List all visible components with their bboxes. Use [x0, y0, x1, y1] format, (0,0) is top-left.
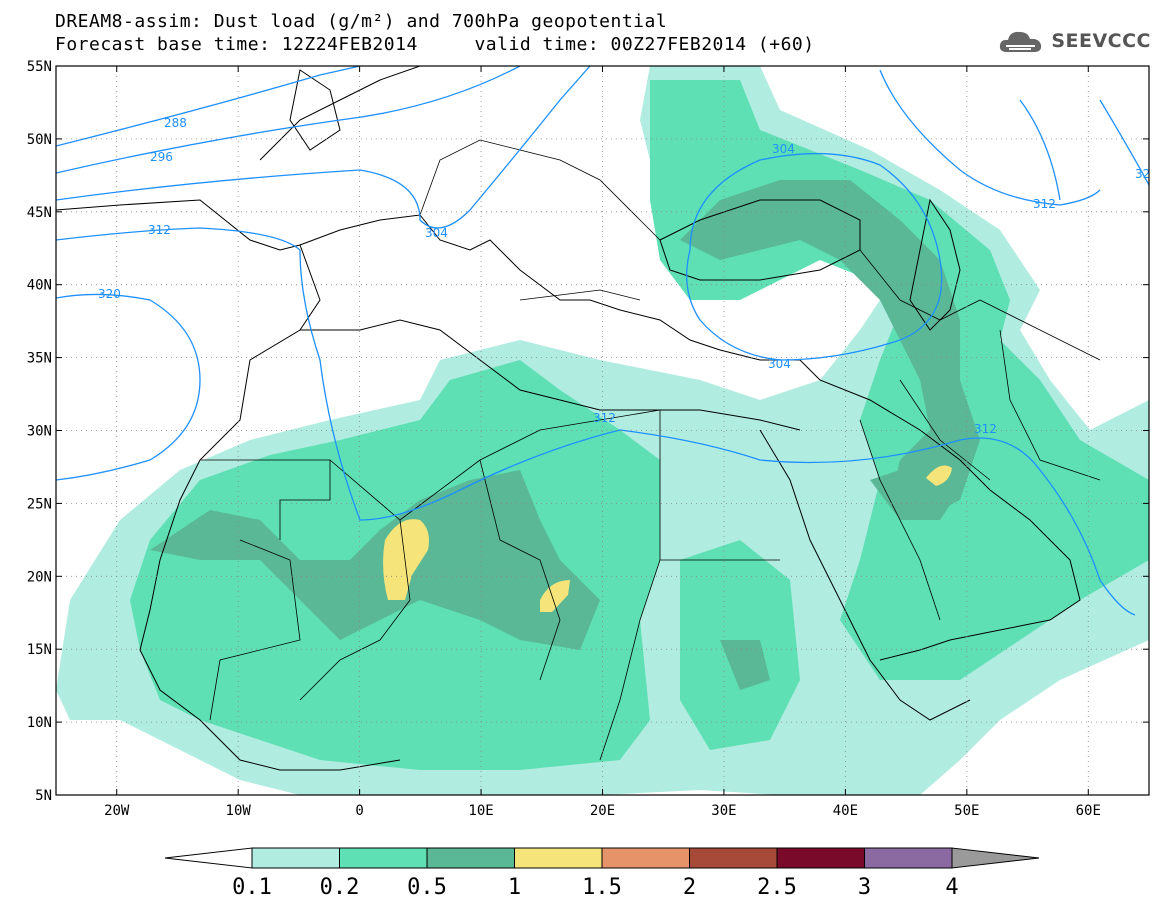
lon-label: 20W: [104, 803, 130, 819]
colorbar-label: 1: [508, 875, 521, 900]
colorbar-swatch: [339, 847, 428, 869]
africa-north-coast: [300, 319, 801, 431]
colorbar-arrow-left: [164, 847, 253, 869]
logo-text: SEEVCCC: [1051, 30, 1151, 52]
colorbar-swatch: [864, 847, 953, 869]
forecast-time-subtitle: Forecast base time: 12Z24FEB2014 valid t…: [55, 34, 815, 55]
longitude-labels: 20W 10W 0 10E 20E 30E 40E 50E 60E: [104, 803, 1101, 819]
colorbar-label: 2: [683, 875, 696, 900]
contour-label: 304: [768, 357, 791, 371]
seevccc-logo: SEEVCCC: [997, 24, 1151, 58]
lon-label: 50E: [954, 803, 979, 819]
contour-label: 304: [772, 142, 795, 156]
uk-outline: [289, 69, 341, 151]
lon-label: 0: [355, 803, 363, 819]
contour-320: [56, 293, 201, 481]
colorbar-label: 2.5: [757, 875, 797, 900]
contour-label: 304: [425, 226, 448, 240]
lat-label: 40N: [27, 278, 52, 294]
lon-label: 60E: [1076, 803, 1101, 819]
colorbar-swatch: [426, 847, 515, 869]
contour-label: 296: [150, 150, 173, 164]
contour-labels: 288 296 304 312 320 304 312 304 312 312 …: [98, 116, 1150, 436]
colorbar-label: 4: [945, 875, 958, 900]
contour-312-ne2: [1019, 99, 1061, 201]
contour-label: 32: [1135, 167, 1150, 181]
lon-label: 20E: [590, 803, 615, 819]
dust-band-dark: [150, 180, 980, 690]
geopotential-contours: [56, 66, 1149, 616]
contour-320-ne: [1099, 99, 1149, 186]
contour-304-east: [686, 152, 943, 361]
axis-ticks: [56, 65, 1149, 796]
lon-label: 30E: [711, 803, 736, 819]
colorbar-label: 0.5: [407, 875, 447, 900]
lat-label: 35N: [27, 351, 52, 367]
contour-288: [56, 66, 361, 147]
colorbar-arrow-right: [951, 847, 1040, 869]
lat-label: 10N: [27, 715, 52, 731]
contour-312-west: [56, 227, 961, 521]
lat-label: 20N: [27, 569, 52, 585]
lat-label: 30N: [27, 424, 52, 440]
north-europe-coast: [259, 66, 421, 161]
colorbar-swatch: [776, 847, 865, 869]
lat-label: 55N: [27, 59, 52, 75]
lat-label: 50N: [27, 132, 52, 148]
contour-312-ne: [879, 69, 1101, 206]
colorbar-label: 0.2: [320, 875, 360, 900]
latitude-labels: 55N 50N 45N 40N 35N 30N 25N 20N 15N 10N 5N: [27, 59, 52, 804]
red-sea-coast: [759, 429, 971, 721]
country-borders: [200, 139, 1101, 761]
med-north-coast: [299, 214, 821, 381]
colorbar-swatch: [251, 847, 340, 869]
colorbar: 0.1 0.2 0.5 1 1.5 2 2.5 3 4: [164, 847, 1040, 900]
contour-label: 312: [148, 223, 171, 237]
contour-304-west: [56, 66, 591, 229]
dust-band-yellow-2: [540, 580, 570, 612]
lon-label: 10E: [468, 803, 493, 819]
cloud-icon: [1000, 31, 1042, 52]
contour-label: 320: [98, 287, 121, 301]
lat-label: 15N: [27, 642, 52, 658]
colorbar-swatch: [514, 847, 603, 869]
colorbar-label: 3: [858, 875, 871, 900]
colorbar-swatch: [689, 847, 778, 869]
arabia-coast: [819, 379, 1081, 661]
contour-label: 312: [593, 411, 616, 425]
colorbar-label: 0.1: [232, 875, 272, 900]
graticule: [56, 66, 1149, 795]
lon-label: 10W: [226, 803, 252, 819]
lon-label: 40E: [833, 803, 858, 819]
contour-312-east: [959, 437, 1136, 616]
lat-label: 25N: [27, 496, 52, 512]
contour-label: 312: [1033, 197, 1056, 211]
contour-label: 312: [974, 422, 997, 436]
contour-label: 288: [164, 116, 187, 130]
lat-label: 45N: [27, 205, 52, 221]
map-title: DREAM8-assim: Dust load (g/m²) and 700hP…: [55, 11, 668, 32]
dust-band-yellow-1: [383, 519, 429, 600]
lat-label: 5N: [35, 788, 52, 804]
contour-296: [56, 66, 521, 174]
dust-band-yellow-3: [926, 465, 952, 486]
colorbar-swatch: [601, 847, 690, 869]
colorbar-label: 1.5: [582, 875, 622, 900]
